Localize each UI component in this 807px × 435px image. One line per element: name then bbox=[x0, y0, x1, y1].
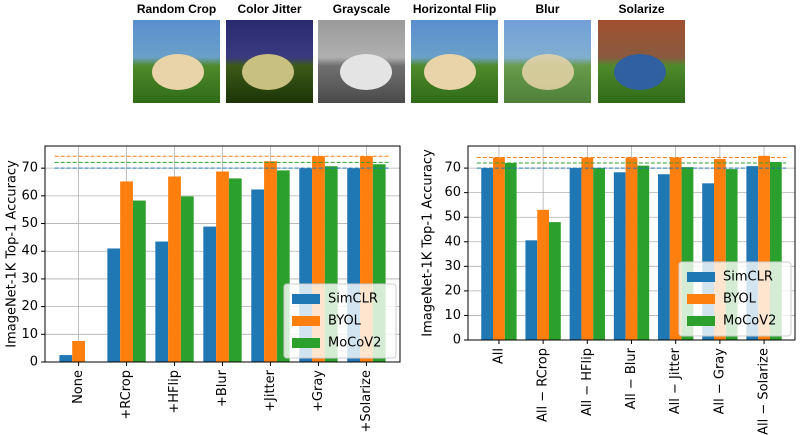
bar bbox=[72, 340, 85, 362]
x-tick-label: +Jitter bbox=[263, 369, 278, 412]
bar bbox=[132, 200, 146, 362]
bar bbox=[549, 222, 561, 340]
bar bbox=[669, 157, 682, 340]
y-tick-label: 0 bbox=[453, 333, 461, 348]
dog bbox=[424, 54, 476, 90]
bar bbox=[537, 209, 550, 340]
x-tick-label: All − RCrop bbox=[536, 348, 551, 422]
x-tick-label: All − HFlip bbox=[580, 348, 595, 416]
bar bbox=[581, 157, 594, 340]
bar bbox=[613, 172, 626, 340]
bar bbox=[493, 157, 505, 340]
y-tick-label: 70 bbox=[444, 161, 461, 176]
bar bbox=[203, 226, 217, 362]
bar bbox=[107, 248, 121, 362]
dog bbox=[242, 54, 294, 90]
y-tick-label: 40 bbox=[444, 234, 461, 249]
bar bbox=[228, 178, 242, 362]
image-label: Grayscale bbox=[333, 2, 391, 16]
y-tick-label: 40 bbox=[21, 244, 38, 259]
bar bbox=[120, 181, 133, 362]
bar bbox=[637, 165, 650, 340]
bar bbox=[481, 168, 494, 340]
image-label: Horizontal Flip bbox=[413, 2, 496, 16]
y-tick-label: 30 bbox=[21, 271, 38, 286]
legend-swatch bbox=[292, 294, 320, 304]
y-axis-label: ImageNet-1K Top-1 Accuracy bbox=[421, 149, 436, 337]
dog bbox=[522, 54, 574, 90]
dog bbox=[340, 54, 392, 90]
legend-swatch bbox=[292, 316, 320, 326]
bar bbox=[746, 166, 759, 340]
x-tick-label: All bbox=[491, 348, 506, 364]
bar bbox=[168, 176, 181, 362]
image-label: Solarize bbox=[618, 2, 664, 16]
legend-label: MoCoV2 bbox=[328, 336, 381, 351]
bar bbox=[758, 155, 770, 340]
bar bbox=[59, 355, 73, 362]
image-panel bbox=[133, 20, 685, 103]
bar bbox=[569, 168, 582, 340]
image-label: Blur bbox=[536, 2, 560, 16]
dog bbox=[614, 54, 666, 90]
x-tick-label: None bbox=[71, 370, 86, 404]
y-tick-label: 20 bbox=[21, 299, 38, 314]
bar bbox=[155, 241, 169, 362]
bar bbox=[658, 174, 670, 340]
image-label: Color Jitter bbox=[237, 2, 301, 16]
legend-label: SimCLR bbox=[723, 270, 773, 285]
y-tick-label: 70 bbox=[21, 161, 38, 176]
bar bbox=[713, 159, 726, 340]
y-axis-label: ImageNet-1K Top-1 Accuracy bbox=[5, 160, 20, 348]
x-tick-label: All − Gray bbox=[712, 348, 727, 415]
legend-swatch bbox=[687, 294, 715, 304]
legend-label: SimCLR bbox=[328, 292, 378, 307]
image-label: Random Crop bbox=[137, 2, 216, 16]
bar bbox=[525, 240, 538, 340]
x-tick-label: +RCrop bbox=[119, 370, 134, 420]
x-tick-label: +Solarize bbox=[359, 370, 374, 432]
bar bbox=[681, 167, 694, 340]
bar bbox=[251, 189, 265, 362]
legend-swatch bbox=[687, 272, 715, 282]
legend-label: BYOL bbox=[723, 292, 757, 307]
legend-swatch bbox=[292, 338, 320, 348]
legend-label: MoCoV2 bbox=[723, 314, 776, 329]
y-tick-label: 30 bbox=[444, 259, 461, 274]
bar bbox=[180, 196, 194, 362]
plot-frame bbox=[467, 145, 796, 341]
x-tick-label: +Gray bbox=[311, 370, 326, 412]
bar bbox=[769, 161, 782, 340]
legend: SimCLR BYOL MoCoV2 bbox=[283, 283, 397, 359]
y-tick-label: 10 bbox=[444, 308, 461, 323]
x-tick-label: +Blur bbox=[215, 369, 230, 407]
x-tick-label: All − Blur bbox=[624, 347, 639, 409]
y-tick-label: 20 bbox=[444, 283, 461, 298]
y-tick-label: 50 bbox=[444, 210, 461, 225]
x-tick-label: All − Jitter bbox=[668, 347, 683, 414]
bar bbox=[264, 161, 277, 362]
bar bbox=[725, 169, 738, 340]
y-tick-label: 0 bbox=[30, 355, 38, 370]
legend: SimCLR BYOL MoCoV2 bbox=[678, 261, 792, 337]
x-tick-label: +HFlip bbox=[167, 370, 182, 414]
plot-frame bbox=[44, 145, 401, 363]
bar bbox=[593, 168, 605, 340]
legend-label: BYOL bbox=[328, 314, 362, 329]
bar bbox=[216, 171, 229, 362]
bar bbox=[504, 162, 517, 340]
y-tick-label: 60 bbox=[21, 188, 38, 203]
bar bbox=[625, 157, 638, 340]
y-tick-label: 10 bbox=[21, 327, 38, 342]
y-tick-label: 60 bbox=[444, 185, 461, 200]
y-tick-label: 50 bbox=[21, 216, 38, 231]
dog bbox=[152, 54, 204, 90]
legend-swatch bbox=[687, 316, 715, 326]
x-tick-label: All − Solarize bbox=[757, 348, 772, 435]
